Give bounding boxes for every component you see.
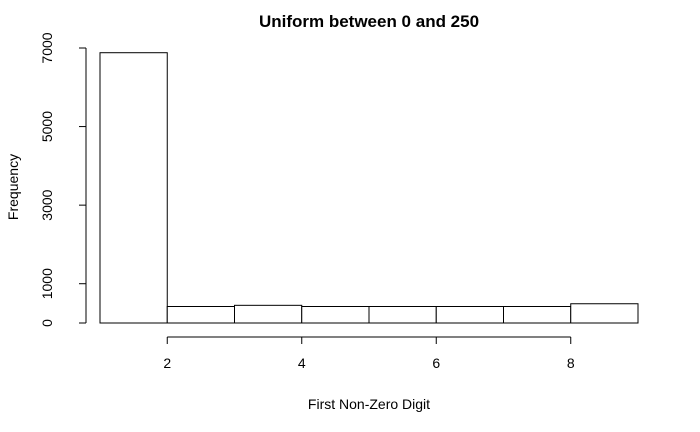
histogram-bar [301,306,370,324]
bars-group [99,52,639,324]
y-axis: 0 1000 3000 5000 7000 [39,32,87,327]
histogram-bar [503,306,572,324]
x-tick-label: 8 [567,355,575,371]
histogram-bar [435,306,504,324]
y-tick-label: 7000 [39,32,55,63]
y-tick-label: 5000 [39,111,55,142]
histogram-bar [166,306,235,324]
y-tick-label: 3000 [39,189,55,220]
y-tick-label: 1000 [39,268,55,299]
y-axis-label: Frequency [5,154,21,220]
histogram-bar [99,52,168,324]
x-tick-label: 2 [163,355,171,371]
histogram-bar [570,303,639,324]
x-axis-label: First Non-Zero Digit [308,396,430,412]
histogram-bar [368,306,437,324]
x-axis: 2 4 6 8 [163,336,575,371]
histogram-bar [234,304,303,324]
chart-title: Uniform between 0 and 250 [259,12,479,31]
y-tick-label: 0 [39,319,55,327]
x-tick-label: 6 [432,355,440,371]
x-tick-label: 4 [298,355,306,371]
